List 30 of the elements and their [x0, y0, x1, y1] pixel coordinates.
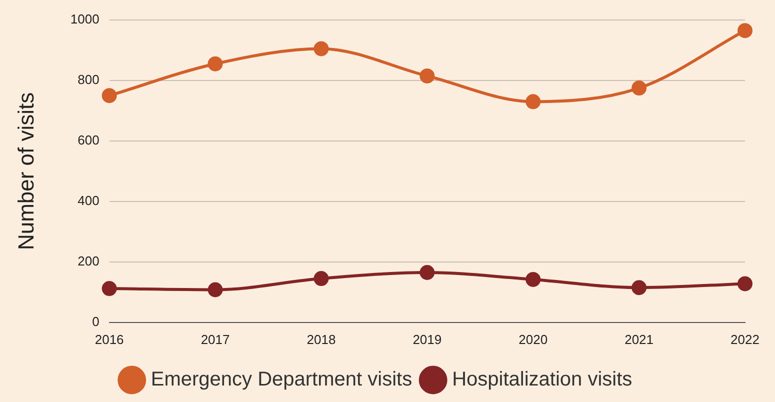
x-tick-label: 2022 — [730, 332, 760, 347]
y-tick-label: 1000 — [70, 12, 100, 27]
x-tick-label: 2021 — [624, 332, 654, 347]
point — [420, 68, 435, 84]
point — [314, 41, 329, 56]
point — [420, 265, 435, 280]
x-tick-label: 2018 — [306, 332, 336, 347]
point — [632, 80, 647, 96]
y-tick-label: 800 — [78, 72, 100, 88]
y-tick-label: 200 — [78, 254, 100, 268]
x-tick-label: 2016 — [94, 332, 124, 347]
y-axis-title: Number of visits — [13, 92, 38, 250]
point — [632, 280, 647, 296]
point — [526, 272, 541, 287]
y-tick-label: 600 — [78, 132, 100, 148]
point — [208, 56, 223, 72]
x-tick-label: 2017 — [200, 332, 230, 347]
point — [738, 276, 752, 292]
point — [314, 271, 329, 286]
legend-label: Emergency Department visits — [150, 368, 412, 391]
legend-label: Hospitalization visits — [452, 368, 632, 391]
point — [526, 94, 541, 110]
point — [738, 23, 752, 38]
point — [208, 282, 223, 298]
point — [102, 88, 117, 104]
x-tick-label: 2019 — [412, 332, 442, 347]
y-tick-label: 400 — [78, 193, 100, 208]
x-tick-label: 2020 — [518, 332, 548, 347]
y-tick-label: 0 — [92, 314, 100, 329]
point — [102, 281, 117, 296]
